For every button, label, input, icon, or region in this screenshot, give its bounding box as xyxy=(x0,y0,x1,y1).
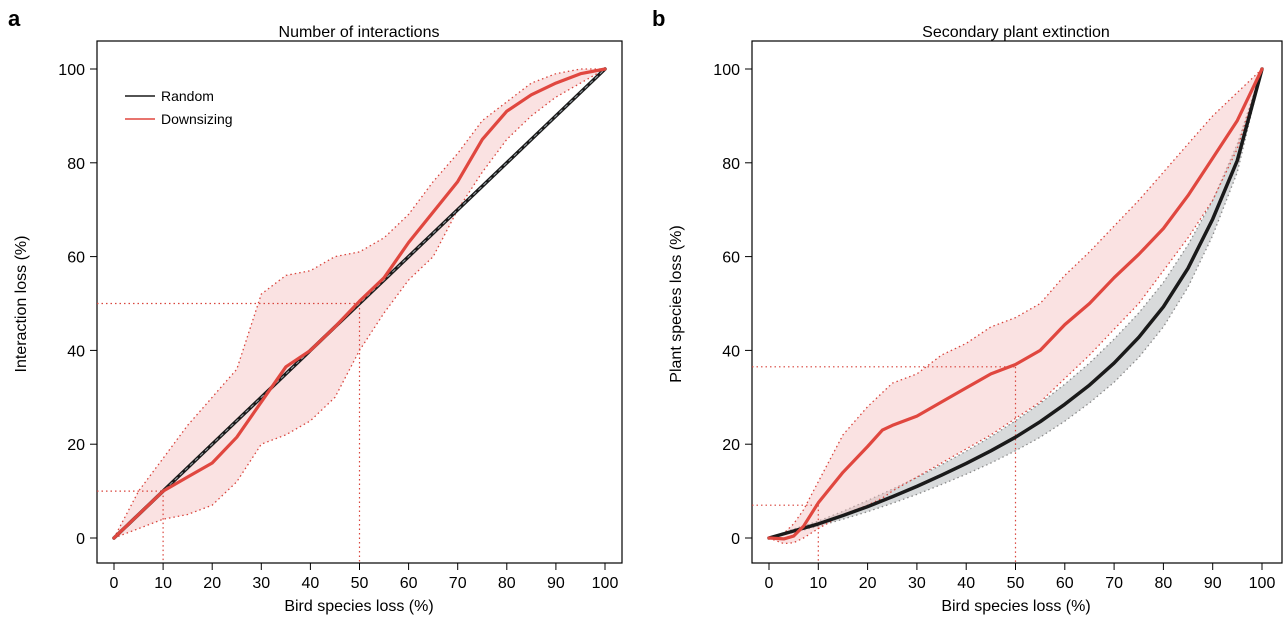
ci-upper-downsizing xyxy=(113,68,605,539)
y-tick-label: 20 xyxy=(67,437,85,454)
plot-area xyxy=(752,67,1264,563)
x-axis: 0 10 20 30 40 50 60 70 80 90 100 xyxy=(110,563,619,592)
x-tick-label: 20 xyxy=(859,575,877,592)
panel-letter: b xyxy=(652,6,665,31)
ci-lower-random xyxy=(768,68,1263,539)
reference-line xyxy=(97,490,164,563)
series-line-downsizing xyxy=(767,67,1264,541)
y-tick-label: 0 xyxy=(76,531,85,548)
x-tick-label: 80 xyxy=(498,575,516,592)
x-tick-label: 40 xyxy=(302,575,320,592)
x-tick-label: 20 xyxy=(203,575,221,592)
y-tick-label: 100 xyxy=(58,62,85,79)
x-tick-label: 10 xyxy=(154,575,172,592)
plot-frame xyxy=(751,40,1283,564)
y-tick-label: 60 xyxy=(722,250,740,267)
panel-b: b Secondary plant extinction 0 10 20 30 40 50 6… xyxy=(652,6,1283,615)
panel-letter: a xyxy=(8,6,21,31)
ci-upper-downsizing xyxy=(768,68,1263,539)
series-line-downsizing xyxy=(112,67,607,540)
x-tick-label: 0 xyxy=(765,575,774,592)
series-line-random xyxy=(767,67,1264,540)
x-tick-label: 90 xyxy=(547,575,565,592)
y-tick-label: 80 xyxy=(722,156,740,173)
x-tick-label: 100 xyxy=(1249,575,1276,592)
y-tick-label: 40 xyxy=(67,343,85,360)
x-tick-label: 10 xyxy=(809,575,827,592)
x-tick-label: 90 xyxy=(1204,575,1222,592)
x-tick-label: 0 xyxy=(110,575,119,592)
x-tick-label: 70 xyxy=(1105,575,1123,592)
y-tick-label: 0 xyxy=(731,531,740,548)
y-tick-label: 60 xyxy=(67,250,85,267)
legend: Random Downsizing xyxy=(125,88,233,127)
y-tick-label: 100 xyxy=(713,62,740,79)
reference-line xyxy=(752,504,819,563)
panel-a: a Number of interactions 0 10 20 30 40 50 60 70 8… xyxy=(8,6,623,615)
x-tick-label: 100 xyxy=(592,575,619,592)
y-axis: 0 20 40 60 80 100 xyxy=(58,62,97,548)
y-axis-label: Plant species loss (%) xyxy=(668,225,685,382)
y-tick-label: 20 xyxy=(722,437,740,454)
chart-title: Number of interactions xyxy=(279,24,440,41)
x-tick-label: 30 xyxy=(252,575,270,592)
x-axis-label: Bird species loss (%) xyxy=(941,598,1090,615)
x-tick-label: 40 xyxy=(957,575,975,592)
x-tick-label: 50 xyxy=(1007,575,1025,592)
reference-line xyxy=(97,302,361,563)
x-tick-label: 60 xyxy=(1056,575,1074,592)
chart-title: Secondary plant extinction xyxy=(922,24,1110,41)
y-axis: 0 20 40 60 80 100 xyxy=(713,62,752,548)
x-axis: 0 10 20 30 40 50 60 70 80 90 100 xyxy=(765,563,1276,592)
legend-label: Downsizing xyxy=(161,111,233,127)
x-axis-label: Bird species loss (%) xyxy=(284,598,433,615)
legend-label: Random xyxy=(161,88,214,104)
plot-area xyxy=(97,67,607,563)
x-tick-label: 80 xyxy=(1155,575,1173,592)
ci-lower-downsizing xyxy=(113,68,606,539)
x-tick-label: 70 xyxy=(449,575,467,592)
x-tick-label: 60 xyxy=(400,575,418,592)
x-tick-label: 50 xyxy=(351,575,369,592)
y-tick-label: 80 xyxy=(67,156,85,173)
y-axis-label: Interaction loss (%) xyxy=(13,236,30,373)
y-tick-label: 40 xyxy=(722,343,740,360)
x-tick-label: 30 xyxy=(908,575,926,592)
reference-line xyxy=(752,366,1017,563)
